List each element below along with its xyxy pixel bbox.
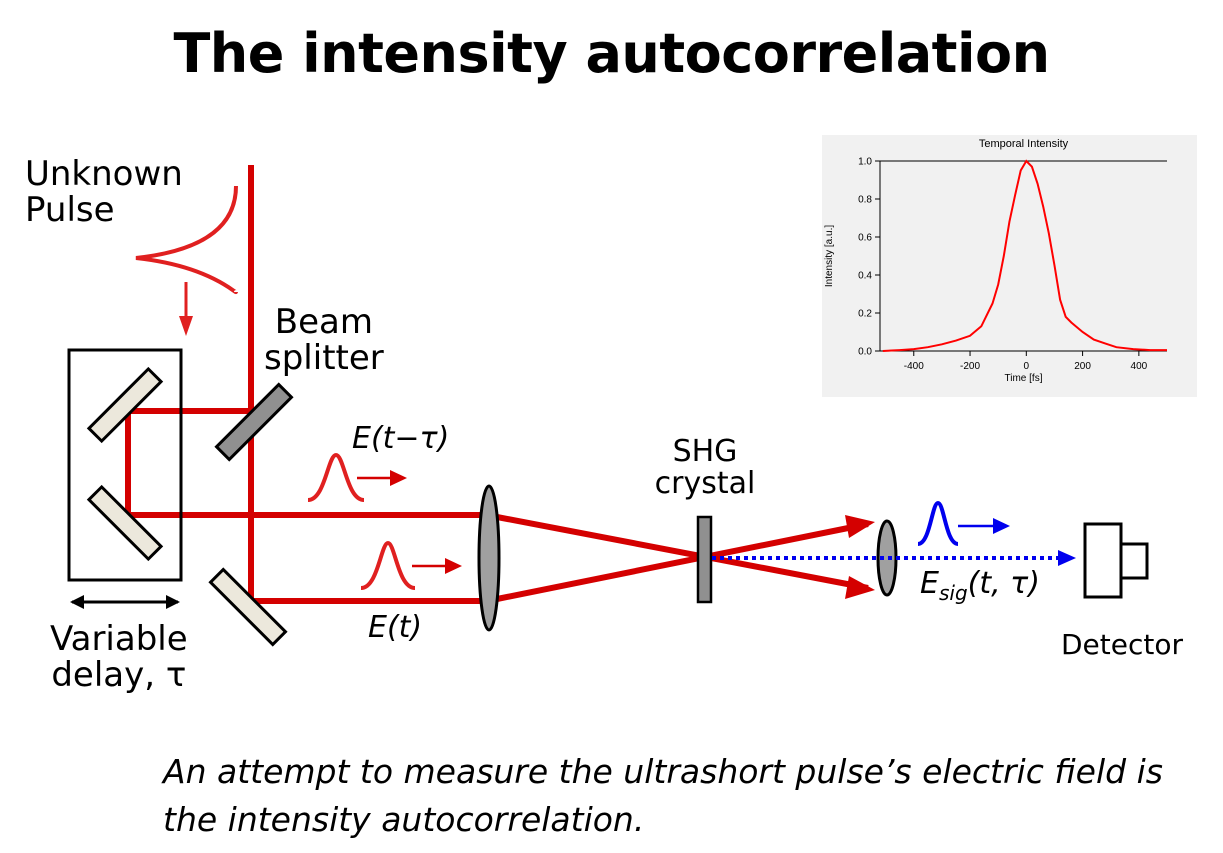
pulse-waveform bbox=[360, 540, 416, 590]
delay-mirror-top bbox=[86, 366, 164, 444]
y-tick-label: 0.4 bbox=[858, 271, 872, 282]
shg-crystal-label: SHG crystal bbox=[654, 434, 756, 501]
y-tick-label: 0.2 bbox=[858, 309, 872, 320]
x-tick-label: -400 bbox=[904, 361, 924, 372]
output-beam-arrows bbox=[845, 515, 875, 599]
focusing-lens bbox=[477, 484, 501, 632]
y-tick-label: 1.0 bbox=[858, 157, 872, 168]
y-tick-label: 0.0 bbox=[858, 347, 872, 358]
laser-beam-paths bbox=[125, 165, 869, 604]
delay-stage-box bbox=[67, 348, 183, 582]
delay-mirror-bottom bbox=[86, 484, 164, 562]
detector-label: Detector bbox=[1061, 628, 1184, 661]
x-axis-label: Time [fs] bbox=[1005, 373, 1043, 384]
x-tick-label: -200 bbox=[960, 361, 980, 372]
delayed-pulse-waveform bbox=[307, 452, 365, 502]
field-label: E(t) bbox=[368, 610, 423, 645]
signal-field-label: Esig(t, τ) bbox=[920, 566, 1040, 605]
page-title: The intensity autocorrelation bbox=[173, 22, 1050, 85]
x-tick-label: 400 bbox=[1131, 361, 1148, 372]
variable-delay-label: Variable delay, τ bbox=[50, 619, 188, 695]
signal-beam bbox=[712, 550, 1076, 566]
temporal-intensity-chart: Temporal Intensity 0.0 0.2 0.4 0.6 0.8 1.0 -400… bbox=[822, 135, 1197, 397]
beam-splitter-label: Beam splitter bbox=[264, 302, 384, 378]
delayed-field-label: E(t−τ) bbox=[352, 421, 450, 456]
unknown-pulse-waveform bbox=[135, 185, 238, 295]
y-tick-label: 0.8 bbox=[858, 195, 872, 206]
x-tick-label: 0 bbox=[1024, 361, 1030, 372]
caption: An attempt to measure the ultrashort pul… bbox=[163, 752, 1163, 839]
detector-icon bbox=[1083, 522, 1149, 599]
beam-splitter bbox=[214, 382, 294, 462]
x-tick-label: 200 bbox=[1074, 361, 1091, 372]
series-line-0 bbox=[882, 159, 1167, 352]
y-axis-label: Intensity [a.u.] bbox=[824, 225, 835, 287]
y-tick-label: 0.6 bbox=[858, 233, 872, 244]
fold-mirror bbox=[208, 567, 288, 647]
chart-title: Temporal Intensity bbox=[979, 138, 1069, 150]
shg-crystal bbox=[696, 515, 713, 604]
signal-pulse-waveform bbox=[917, 500, 959, 546]
unknown-pulse-label: Unknown Pulse bbox=[25, 154, 183, 230]
